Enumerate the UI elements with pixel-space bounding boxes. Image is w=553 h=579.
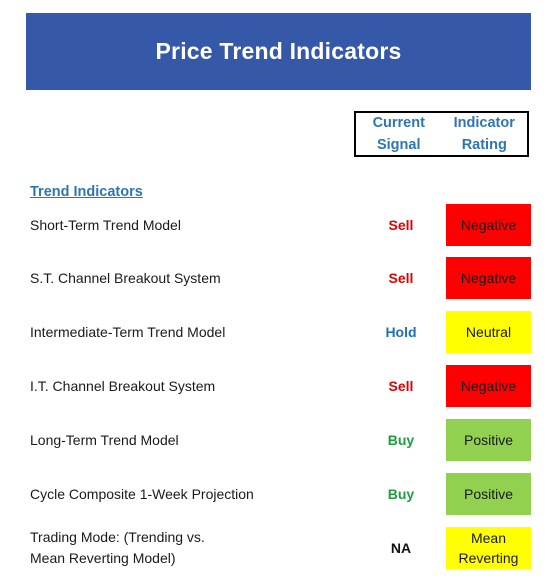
rating-cell: Neutral xyxy=(446,311,531,353)
rating-cell: Mean Reverting xyxy=(446,527,531,569)
indicator-label: I.T. Channel Breakout System xyxy=(30,377,216,394)
indicator-row-intermediate-term-trend: Intermediate-Term Trend Model Hold Neutr… xyxy=(0,311,553,353)
signal-value: Sell xyxy=(388,217,414,233)
indicator-row-st-channel-breakout: S.T. Channel Breakout System Sell Negati… xyxy=(0,257,553,299)
signal-value: Buy xyxy=(387,432,415,448)
indicator-label: Short-Term Trend Model xyxy=(30,216,181,233)
page-title: Price Trend Indicators xyxy=(155,38,402,64)
signal-value: Hold xyxy=(385,324,417,340)
rating-line2: Reverting xyxy=(458,550,519,566)
indicator-row-cycle-composite: Cycle Composite 1-Week Projection Buy Po… xyxy=(0,473,553,515)
indicator-label: Long-Term Trend Model xyxy=(30,431,179,448)
indicator-label: Intermediate-Term Trend Model xyxy=(30,323,226,340)
indicator-row-long-term-trend: Long-Term Trend Model Buy Positive xyxy=(0,419,553,461)
signal-value: Sell xyxy=(388,378,414,394)
current-signal-header-line2: Signal xyxy=(376,137,421,153)
rating-cell: Negative xyxy=(446,365,531,407)
indicator-rating-header: Indicator Rating xyxy=(442,113,528,155)
rating-cell: Positive xyxy=(446,419,531,461)
column-header-box: Current Signal Indicator Rating xyxy=(354,111,529,157)
rating-cell: Positive xyxy=(446,473,531,515)
signal-value: Sell xyxy=(388,270,414,286)
rating-cell: Negative xyxy=(446,204,531,246)
indicator-rating-header-line1: Indicator xyxy=(453,115,515,131)
rating-line1: Mean xyxy=(470,530,507,546)
indicator-row-short-term-trend: Short-Term Trend Model Sell Negative xyxy=(0,204,553,246)
signal-value: Buy xyxy=(387,486,415,502)
rating-cell: Negative xyxy=(446,257,531,299)
current-signal-header: Current Signal xyxy=(356,113,442,155)
indicator-row-trading-mode: Trading Mode: (Trending vs. Mean Reverti… xyxy=(0,527,553,569)
title-banner: Price Trend Indicators xyxy=(26,13,531,90)
indicator-label: Trading Mode: (Trending vs. Mean Reverti… xyxy=(30,527,270,569)
section-title-trend-indicators: Trend Indicators xyxy=(30,184,143,200)
indicator-label-line2: Mean Reverting Model) xyxy=(30,550,176,566)
indicator-label: S.T. Channel Breakout System xyxy=(30,269,221,286)
indicator-rating-header-line2: Rating xyxy=(461,137,507,153)
indicator-label-line1: Trading Mode: (Trending vs. xyxy=(30,529,205,545)
indicator-label: Cycle Composite 1-Week Projection xyxy=(30,485,254,502)
signal-value: NA xyxy=(390,540,412,556)
current-signal-header-line1: Current xyxy=(372,115,425,131)
indicator-row-it-channel-breakout: I.T. Channel Breakout System Sell Negati… xyxy=(0,365,553,407)
